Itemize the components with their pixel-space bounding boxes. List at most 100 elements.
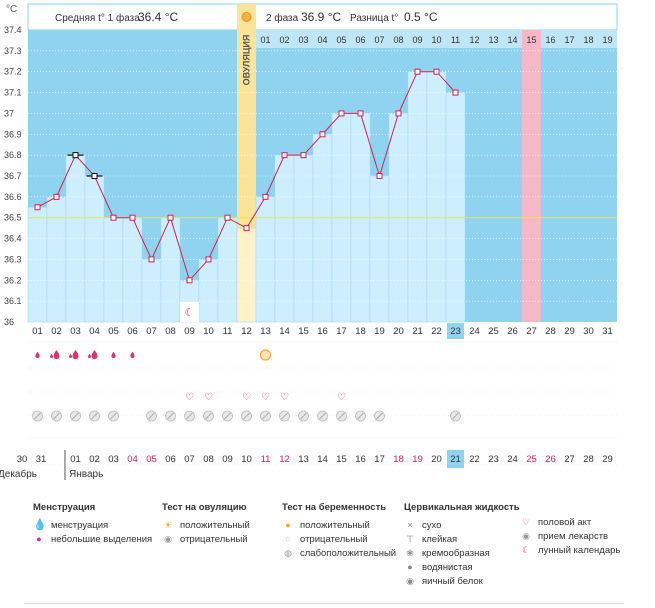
cycle-day-label: 23: [450, 326, 461, 337]
date-label: 04: [127, 454, 138, 465]
cycle-day-label: 27: [526, 326, 537, 337]
cycle-day-label: 09: [184, 326, 195, 337]
luteal-day-number: 03: [298, 35, 308, 45]
cross-icon: ×: [407, 520, 413, 530]
cycle-day-label: 12: [241, 326, 252, 337]
cycle-day-label: 17: [336, 326, 347, 337]
pill-line: [72, 412, 79, 420]
pill-line: [319, 412, 326, 420]
light-circle-icon: ○: [285, 534, 291, 544]
legend-cervical-eggwhite: ◉ яичный белок: [404, 574, 520, 588]
diff-value: 0.5 °C: [404, 10, 438, 24]
luteal-day-number: 02: [279, 35, 289, 45]
temperature-point: [110, 214, 117, 221]
luteal-day-number: 18: [583, 35, 593, 45]
grey-circle-icon: ◉: [164, 534, 172, 544]
menstruation-icon: [72, 350, 79, 359]
cycle-day-label: 01: [32, 326, 43, 337]
y-tick-label: 36.6: [4, 192, 22, 202]
cycle-day-label: 22: [431, 326, 442, 337]
date-label: 13: [298, 454, 309, 465]
pill-line: [53, 412, 60, 420]
pill-line: [300, 412, 307, 420]
spotting-icon: [130, 351, 135, 359]
heart-icon: ♡: [521, 517, 531, 527]
legend-pregnancy-test: Тест на беременность ● положительный ○ отр…: [282, 502, 396, 560]
date-label: 06: [165, 454, 176, 465]
legend-cervical-dry: × сухо: [404, 518, 520, 532]
temperature-point: [53, 193, 60, 200]
temperature-point: [186, 277, 193, 284]
cycle-day-label: 29: [564, 326, 575, 337]
pill-icon: ◉: [522, 531, 530, 541]
luteal-day-number: 10: [431, 35, 441, 45]
pill-line: [452, 412, 459, 420]
pill-line: [262, 412, 269, 420]
pill-line: [167, 412, 174, 420]
luteal-day-number: 14: [507, 35, 517, 45]
luteal-day-number: 08: [393, 35, 403, 45]
moon-icon: ☾: [185, 306, 195, 319]
pill-line: [224, 412, 231, 420]
temperature-point: [262, 193, 269, 200]
temperature-point: [243, 225, 250, 232]
menstruation-small-drop: [50, 354, 53, 358]
temp-bar: [84, 175, 105, 323]
legend-other: ♡ половой акт ◉ прием лекарств ☾ лунный кал…: [520, 515, 620, 557]
cycle-day-label: 08: [165, 326, 176, 337]
date-label: 01: [70, 454, 81, 465]
legend-cervical-creamy: ❀ кремообразная: [404, 546, 520, 560]
ovulation-label: ОВУЛЯЦИЯ: [242, 35, 252, 86]
temperature-point: [300, 152, 307, 159]
menstruation-small-drop: [88, 354, 91, 358]
egg-icon: ◉: [406, 576, 414, 586]
phase1-value: 36.4 °C: [138, 10, 178, 24]
smear-icon: ❀: [406, 548, 414, 558]
cycle-day-label: 11: [223, 326, 233, 337]
cycle-day-label: 31: [602, 326, 613, 337]
temperature-point: [395, 110, 402, 117]
legend-pill: ◉ прием лекарств: [520, 529, 620, 543]
date-label: 03: [108, 454, 119, 465]
temperature-point: [338, 110, 345, 117]
y-tick-label: 36.2: [4, 275, 22, 285]
date-label: 26: [545, 454, 556, 465]
legend-ovulation-negative: ◉ отрицательный: [162, 532, 250, 546]
spotting-icon: [111, 351, 116, 359]
cycle-day-label: 02: [51, 326, 62, 337]
heart-icon: ♡: [337, 392, 346, 403]
heart-icon: ♡: [185, 392, 194, 403]
luteal-day-number: 11: [451, 35, 460, 45]
pill-line: [243, 412, 250, 420]
date-label: 16: [355, 454, 366, 465]
date-label: 21: [450, 454, 461, 465]
y-tick-label: 36.7: [4, 171, 22, 181]
date-label: 05: [146, 454, 157, 465]
pill-line: [91, 412, 98, 420]
temperature-point: [148, 256, 155, 263]
date-label: 20: [431, 454, 442, 465]
sun-icon: ☀: [163, 520, 173, 530]
sun-icon: [241, 12, 252, 22]
legend-cervical-sticky: ⊤ клейкая: [404, 532, 520, 546]
pill-line: [186, 412, 193, 420]
cycle-day-label: 20: [393, 326, 404, 337]
date-label: 22: [469, 454, 480, 465]
date-label: 08: [203, 454, 214, 465]
cycle-day-label: 05: [108, 326, 119, 337]
y-tick-label: 36.1: [4, 296, 22, 306]
temperature-point: [433, 68, 440, 75]
cycle-day-label: 16: [317, 326, 328, 337]
temp-bar: [103, 217, 124, 323]
cycle-day-label: 28: [545, 326, 556, 337]
luteal-day-number: 16: [545, 35, 555, 45]
date-label: 11: [261, 454, 271, 465]
current-date-box: [447, 450, 464, 468]
y-tick-label: 37.2: [4, 67, 22, 77]
drop-grey-icon: ●: [407, 562, 413, 572]
menstruation-icon: [91, 350, 98, 359]
date-label: 14: [317, 454, 328, 465]
date-label: 09: [222, 454, 233, 465]
pill-line: [110, 412, 117, 420]
